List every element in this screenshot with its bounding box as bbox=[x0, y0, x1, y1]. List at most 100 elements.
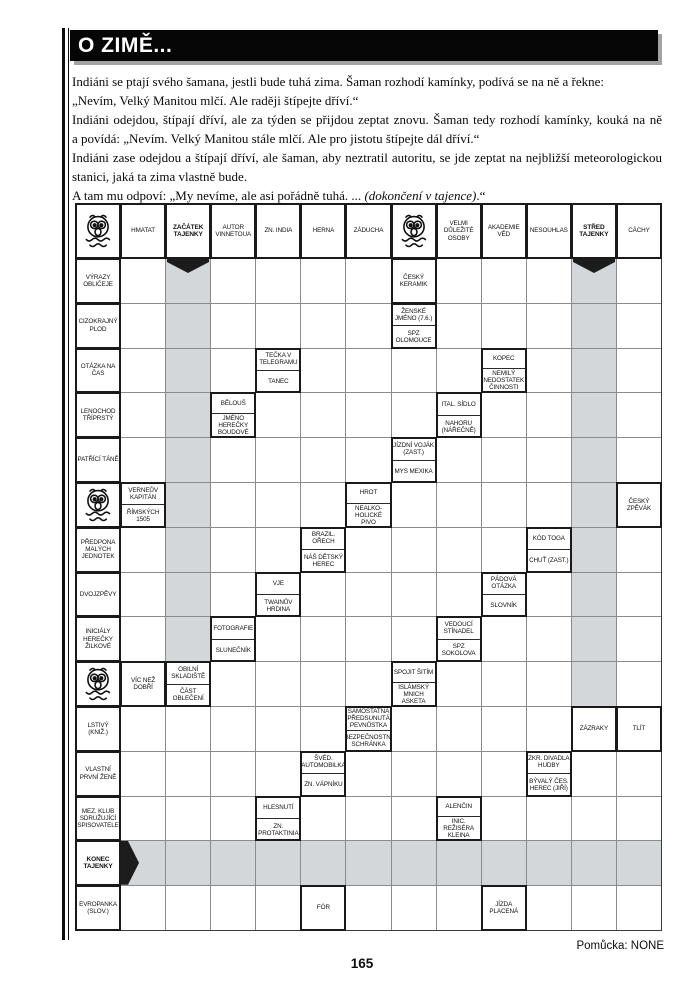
answer-cell bbox=[121, 706, 166, 751]
answer-cell bbox=[616, 348, 661, 393]
clue-top: VEDOUCÍ STÍNADEL bbox=[436, 617, 481, 640]
clue-top: BĚLOUŠ bbox=[211, 393, 256, 415]
tajenka-answer-cell bbox=[481, 841, 526, 886]
answer-cell bbox=[526, 796, 571, 841]
clue-cell: KONEC TAJENKY bbox=[74, 840, 122, 887]
clue-bottom: ŘÍMSKÝCH 1505 bbox=[126, 509, 160, 524]
tajenka-answer-cell bbox=[166, 527, 211, 572]
answer-cell bbox=[481, 393, 526, 438]
answer-cell bbox=[211, 662, 256, 706]
tajenka-arrow-down-icon bbox=[572, 259, 615, 273]
crossword-grid: HMATAT ZAČÁTEK TAJENKY AUTOR VINNETOUA ZN. … bbox=[74, 203, 663, 931]
answer-cell bbox=[256, 706, 301, 751]
clue-cell: INICIÁLY HEREČKY ŽILKOVÉ bbox=[74, 616, 122, 663]
answer-cell bbox=[301, 572, 346, 617]
answer-cell bbox=[526, 303, 571, 348]
answer-cell bbox=[346, 751, 391, 796]
clue-cell: ZAČÁTEK TAJENKY bbox=[165, 203, 212, 259]
intro-line: a povídá: „Nevím. Velký Manitou stále ml… bbox=[72, 131, 480, 146]
clue-bottom: NEMILÝ NEDOSTATEK ČINNOSTI bbox=[483, 370, 525, 392]
answer-cell bbox=[616, 572, 661, 617]
clue-cell-split: VJE TWAINŮV HRDINA bbox=[255, 571, 302, 618]
scared-face-icon bbox=[85, 214, 111, 248]
clue-top: KOPEC bbox=[481, 349, 526, 370]
clue-cell: OTÁZKA NA ČAS bbox=[74, 347, 122, 394]
clue-bottom: NEALKO- HOLICKÉ PIVO bbox=[355, 504, 382, 526]
answer-cell bbox=[436, 303, 481, 348]
tajenka-answer-cell bbox=[346, 841, 391, 886]
tajenka-answer-cell bbox=[526, 841, 571, 886]
clue-bottom: ZN. VÁPNÍKU bbox=[304, 781, 343, 789]
tajenka-answer-cell bbox=[571, 662, 616, 706]
clue-top: SPOJIT ŠITÍM bbox=[391, 662, 436, 683]
clue-cell-split: KÓD TOGA CHUŤ (ZAST.) bbox=[525, 526, 572, 573]
answer-cell bbox=[571, 796, 616, 841]
clue-top: JÍZDNÍ VOJÁK (ZAST.) bbox=[391, 438, 436, 461]
tajenka-arrow-down-icon bbox=[167, 259, 210, 273]
clue-cell: CÁCHY bbox=[615, 203, 663, 259]
clue-cell-split: BĚLOUŠ JMÉNO HEREČKY BOUDOVÉ bbox=[210, 392, 257, 439]
helper-note: Pomůcka: NONE bbox=[576, 940, 664, 952]
intro-line: Indiáni zase odejdou a štípají dříví, al… bbox=[72, 150, 662, 165]
answer-cell bbox=[211, 482, 256, 527]
clue-top: HROT bbox=[346, 483, 391, 504]
answer-cell bbox=[391, 572, 436, 617]
clue-cell: HERNA bbox=[300, 203, 347, 259]
clue-cell: VÝRAZY OBLIČEJE bbox=[74, 258, 122, 304]
answer-cell bbox=[481, 796, 526, 841]
clue-bottom: BÝVALÝ ČES. HEREC (JIŘÍ) bbox=[529, 777, 569, 792]
clue-cell: ČESKÝ ZPĚVÁK bbox=[615, 481, 663, 528]
answer-cell bbox=[121, 348, 166, 393]
clue-cell: HMATAT bbox=[120, 203, 167, 259]
answer-cell bbox=[481, 617, 526, 662]
clue-bottom: MYS MEXIKA bbox=[394, 467, 433, 475]
tajenka-answer-cell bbox=[571, 438, 616, 482]
answer-cell bbox=[211, 303, 256, 348]
answer-cell bbox=[616, 617, 661, 662]
clue-cell-split: KOPEC NEMILÝ NEDOSTATEK ČINNOSTI bbox=[480, 347, 527, 394]
clue-cell-split: ALENČIN INIC. REŽISÉRA KLEINA bbox=[435, 795, 482, 842]
clue-top: VERNEŮV KAPITÁN bbox=[121, 483, 166, 506]
clue-cell: MEZ. KLUB SDRUŽUJÍCÍ SPISOVATELE bbox=[74, 795, 122, 842]
clue-top: ITAL. SÍDLO bbox=[436, 393, 481, 416]
answer-cell bbox=[391, 482, 436, 527]
clue-top: OBILNÍ SKLADIŠTĚ bbox=[166, 662, 211, 685]
answer-cell bbox=[571, 886, 616, 930]
answer-cell bbox=[211, 796, 256, 841]
answer-cell bbox=[616, 438, 661, 482]
answer-cell bbox=[526, 259, 571, 303]
face-icon-cell bbox=[74, 481, 122, 528]
clue-cell: TLÍT bbox=[615, 705, 663, 752]
intro-lines: Indiáni se ptají svého šamana, jestli bu… bbox=[72, 72, 662, 186]
clue-bottom: SPZ SOKOLOVA bbox=[441, 643, 476, 658]
clue-cell: ZÁZRAKY bbox=[570, 705, 617, 752]
clue-top: TEČKA V TELEGRAMU bbox=[256, 349, 301, 371]
answer-cell bbox=[391, 393, 436, 438]
answer-cell bbox=[616, 303, 661, 348]
answer-cell bbox=[346, 527, 391, 572]
intro-line: stanici, jaká ta zima vlastně bude. bbox=[72, 169, 248, 184]
tajenka-answer-cell bbox=[571, 572, 616, 617]
answer-cell bbox=[526, 572, 571, 617]
answer-cell bbox=[211, 751, 256, 796]
clue-cell-split: ŠVÉD. AUTOMOBILKA ZN. VÁPNÍKU bbox=[300, 750, 347, 797]
answer-cell bbox=[481, 751, 526, 796]
answer-cell bbox=[346, 303, 391, 348]
clue-cell: ZN. INDIA bbox=[255, 203, 302, 259]
tajenka-answer-cell bbox=[571, 348, 616, 393]
answer-cell bbox=[526, 348, 571, 393]
clue-cell: ČESKÝ KERAMIK bbox=[390, 258, 437, 304]
clue-cell-split: VERNEŮV KAPITÁN ŘÍMSKÝCH 1505 bbox=[120, 481, 167, 528]
clue-bottom: ZN. PROTAKTINIA bbox=[258, 822, 299, 837]
answer-cell bbox=[526, 393, 571, 438]
clue-cell: LENOCHOD TŘÍPRSTÝ bbox=[74, 392, 122, 439]
intro-paragraph: Indiáni se ptají svého šamana, jestli bu… bbox=[72, 72, 662, 205]
answer-cell bbox=[481, 259, 526, 303]
answer-cell bbox=[526, 438, 571, 482]
tajenka-answer-cell bbox=[301, 841, 346, 886]
face-icon-cell bbox=[74, 661, 122, 707]
tajenka-answer-cell bbox=[211, 841, 256, 886]
answer-cell bbox=[481, 303, 526, 348]
answer-cell bbox=[526, 886, 571, 930]
intro-line: Indiáni se ptají svého šamana, jestli bu… bbox=[72, 74, 605, 89]
